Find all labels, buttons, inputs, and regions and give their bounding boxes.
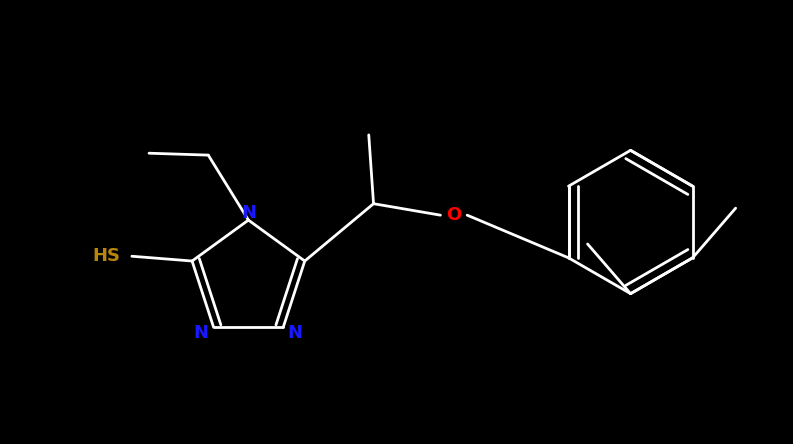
Text: HS: HS [92, 247, 120, 265]
Text: N: N [241, 204, 256, 222]
Text: O: O [446, 206, 462, 224]
Text: N: N [193, 324, 209, 342]
Text: N: N [287, 324, 302, 342]
